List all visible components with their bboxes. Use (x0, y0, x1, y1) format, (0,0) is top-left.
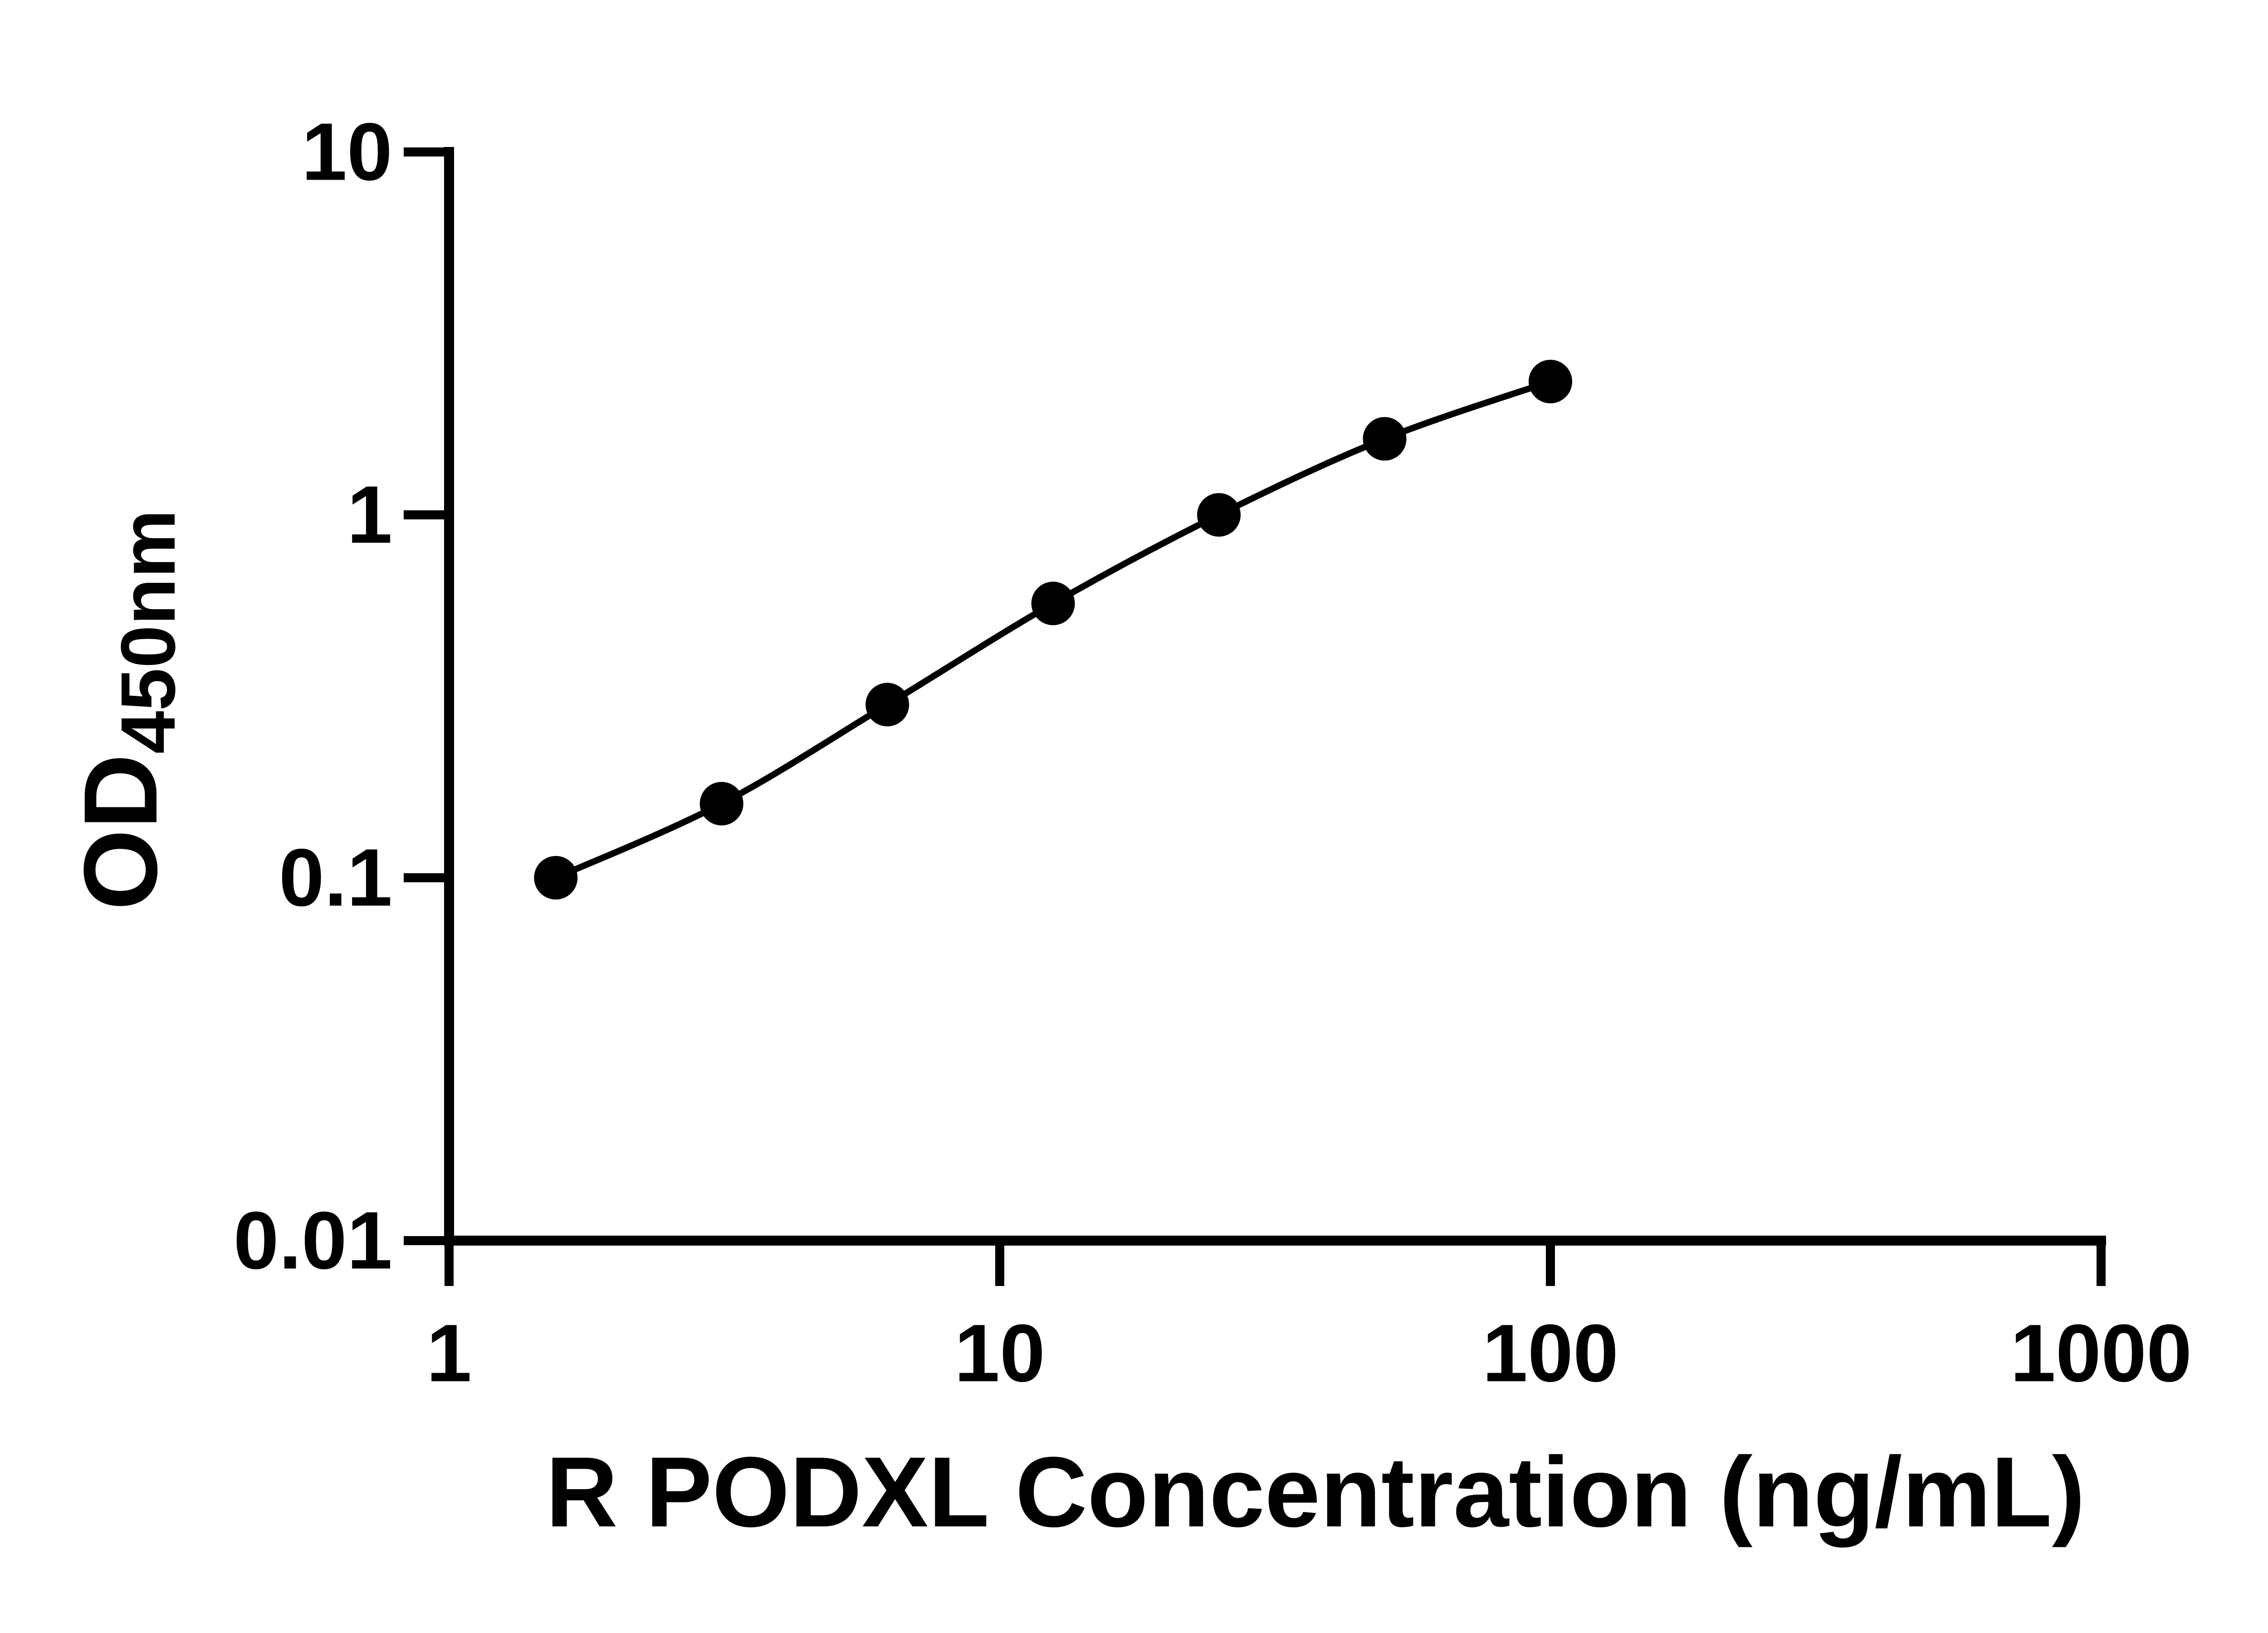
data-point (1529, 360, 1572, 404)
x-tick-label: 1000 (2010, 1308, 2192, 1399)
x-tick-label: 1 (426, 1308, 472, 1399)
data-point (865, 683, 909, 727)
data-point (699, 782, 743, 826)
data-point (1363, 417, 1407, 461)
plot-area: 10 1 0.1 0.01 1 10 100 1000 (234, 107, 2192, 1399)
x-tick-label: 10 (954, 1308, 1045, 1399)
x-tick-label: 100 (1482, 1308, 1618, 1399)
x-axis-title: R PODXL Concentration (ng/mL) (546, 1436, 2085, 1548)
y-axis-title: OD450nm (62, 509, 191, 910)
data-point (534, 856, 578, 900)
y-tick-label: 0.01 (234, 1195, 392, 1286)
od-label-main: OD (62, 754, 179, 910)
data-point (1197, 493, 1241, 537)
data-point (1031, 582, 1075, 626)
y-tick-label: 0.1 (279, 832, 392, 924)
y-tick-label: 1 (347, 469, 392, 561)
od-label-subscript: 450nm (105, 509, 191, 754)
y-tick-label: 10 (302, 107, 392, 198)
